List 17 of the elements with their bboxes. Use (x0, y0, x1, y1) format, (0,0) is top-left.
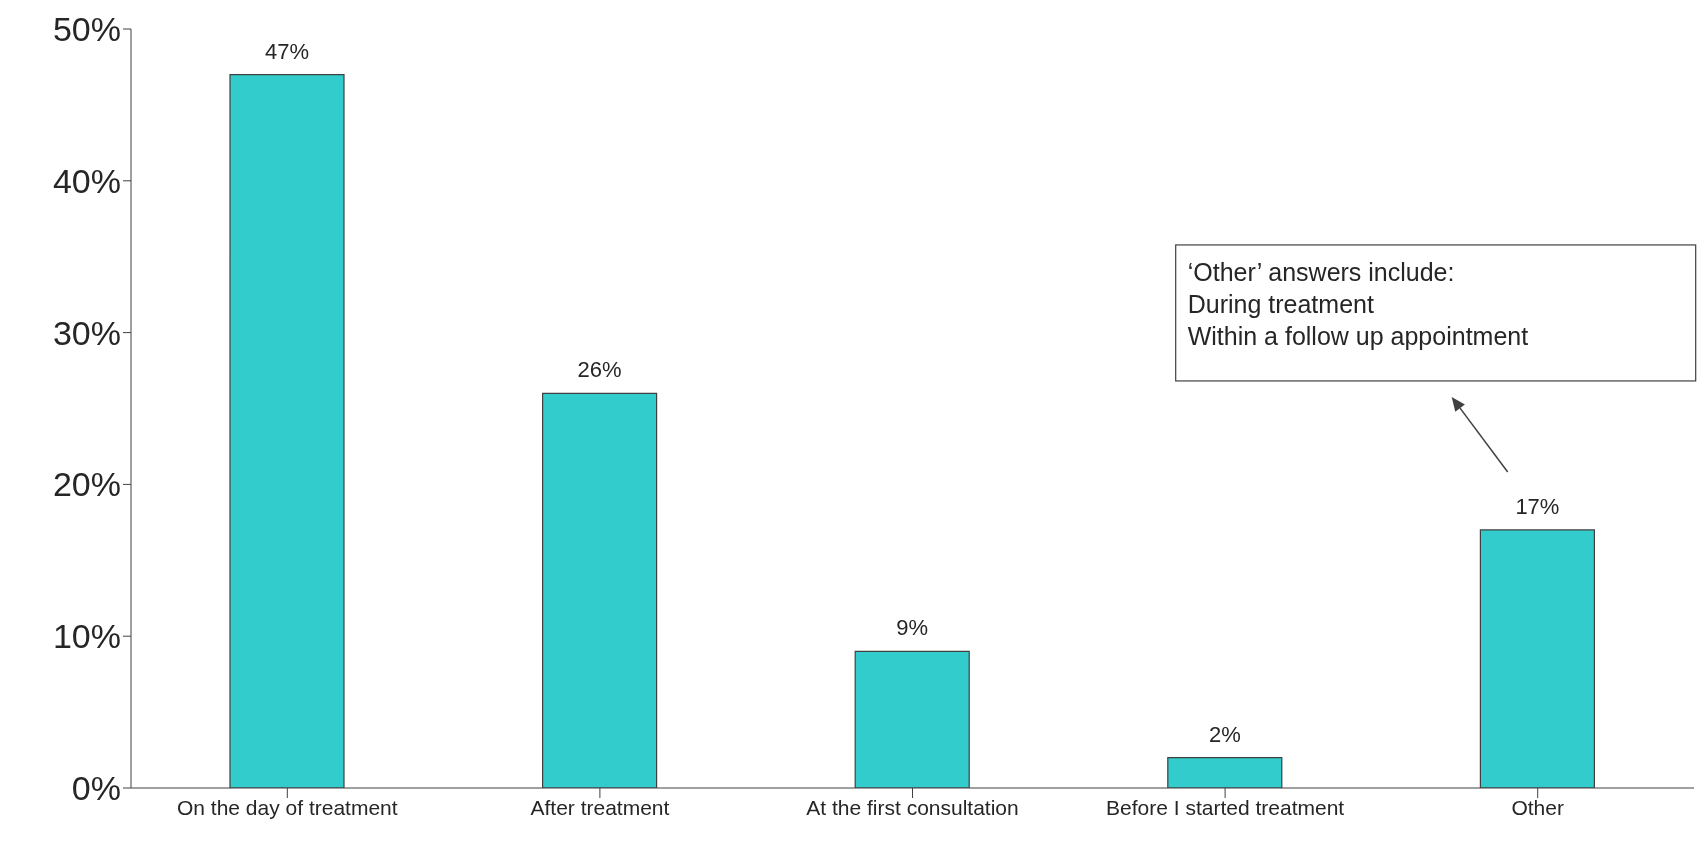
y-tick-label: 20% (52, 465, 121, 504)
x-tick-label: Other (1511, 795, 1564, 819)
annotation: ‘Other’ answers include: During treatment Within a follow up appointment (1187, 257, 1529, 350)
data-label: 2% (1208, 721, 1241, 747)
data-label: 9% (896, 615, 929, 641)
x-tick-label: At the first consultation (806, 795, 1019, 819)
data-label: 17% (1515, 493, 1560, 519)
data-label: 26% (577, 357, 622, 383)
y-tick-label: 40% (52, 161, 121, 200)
y-tick-label: 10% (52, 617, 121, 656)
data-label: 47% (264, 38, 310, 64)
x-tick-label: After treatment (530, 795, 670, 819)
x-tick-label: On the day of treatment (176, 795, 398, 819)
y-tick-label: 0% (71, 769, 121, 808)
x-tick-label: Before I started treatment (1106, 795, 1345, 819)
y-tick-label: 30% (52, 313, 121, 352)
y-tick-label: 50% (52, 10, 121, 49)
